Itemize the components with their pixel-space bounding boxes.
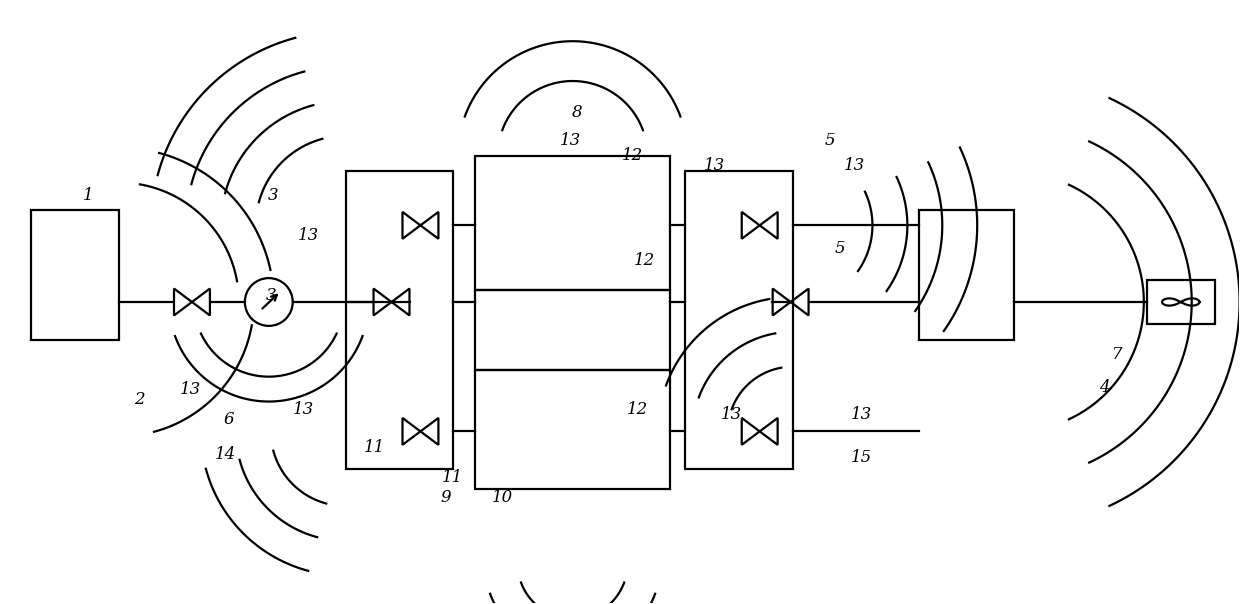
- Bar: [346, 170, 454, 469]
- Text: 13: 13: [844, 157, 866, 174]
- Text: 3: 3: [268, 187, 278, 204]
- Bar: [1147, 280, 1215, 324]
- Text: 13: 13: [559, 132, 580, 149]
- Bar: [475, 156, 670, 290]
- Text: 7: 7: [1111, 346, 1122, 363]
- Text: 13: 13: [722, 406, 743, 423]
- Bar: [919, 210, 1014, 340]
- Text: 8: 8: [572, 104, 583, 121]
- Text: 1: 1: [83, 187, 93, 204]
- Text: 12: 12: [635, 252, 656, 269]
- Bar: [475, 370, 670, 489]
- Text: 6: 6: [223, 411, 234, 428]
- Text: 13: 13: [704, 157, 725, 174]
- Text: 2: 2: [134, 391, 144, 408]
- Text: 3: 3: [265, 286, 277, 304]
- Text: 9: 9: [440, 489, 450, 506]
- Text: 13: 13: [293, 401, 314, 418]
- Text: 13: 13: [851, 406, 872, 423]
- Text: 12: 12: [627, 401, 649, 418]
- Text: 4: 4: [1099, 379, 1110, 396]
- Text: 12: 12: [621, 147, 642, 164]
- Text: 11: 11: [363, 439, 386, 456]
- Bar: [31, 210, 119, 340]
- Text: 15: 15: [851, 449, 872, 466]
- Text: 13: 13: [298, 227, 320, 244]
- Text: 5: 5: [825, 132, 835, 149]
- Bar: [684, 170, 792, 469]
- Bar: [475, 290, 670, 370]
- Text: 13: 13: [180, 381, 202, 398]
- Text: 10: 10: [491, 489, 513, 506]
- Text: 5: 5: [835, 240, 844, 257]
- Text: 11: 11: [441, 469, 463, 486]
- Text: 14: 14: [216, 446, 237, 463]
